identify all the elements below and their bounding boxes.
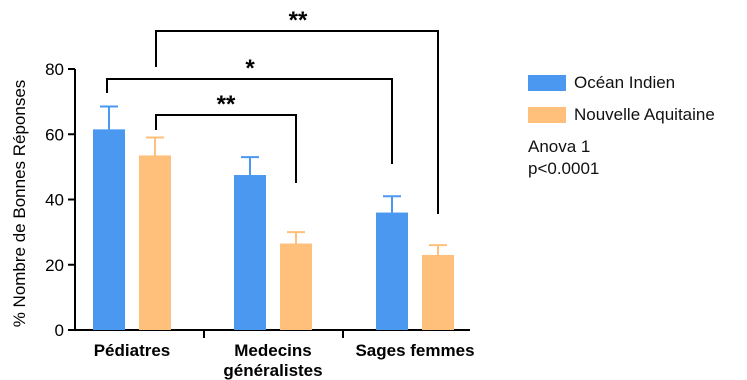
stats-annotation: Anova 1 p<0.0001 xyxy=(528,136,599,180)
significance-bracket-1 xyxy=(106,78,393,164)
category-label-1-1: généralistes xyxy=(223,361,322,380)
y-axis-label: % Nombre de Bonnes Réponses xyxy=(10,80,29,328)
significance-bracket-0 xyxy=(155,30,439,214)
legend-item-nouvelle-aquitaine: Nouvelle Aquitaine xyxy=(528,104,715,126)
legend-label-ocean-indien: Océan Indien xyxy=(574,73,676,92)
bar-s1-c2 xyxy=(422,254,454,330)
bar-s0-c1 xyxy=(234,175,266,330)
bar-s0-c2 xyxy=(376,212,408,330)
legend-swatch-ocean-indien xyxy=(528,75,566,91)
bar-s1-c1 xyxy=(280,243,312,330)
legend: Océan Indien Nouvelle Aquitaine xyxy=(528,72,715,136)
y-tick-label-40: 40 xyxy=(45,191,64,210)
significance-bracket-2 xyxy=(155,114,297,183)
legend-label-nouvelle-aquitaine: Nouvelle Aquitaine xyxy=(574,105,715,124)
significance-label-0: ** xyxy=(289,7,308,34)
bar-s0-c0 xyxy=(93,129,125,330)
significance-label-2: ** xyxy=(217,91,236,118)
significance-label-1: * xyxy=(245,55,255,82)
stats-p-value: p<0.0001 xyxy=(528,159,600,178)
y-tick-label-20: 20 xyxy=(45,256,64,275)
category-label-0-0: Pédiatres xyxy=(94,341,171,360)
stats-test-name: Anova 1 xyxy=(528,137,591,156)
legend-swatch-nouvelle-aquitaine xyxy=(528,107,566,123)
bar-s1-c0 xyxy=(139,155,171,330)
category-label-2-0: Sages femmes xyxy=(355,341,474,360)
category-label-1-0: Medecins xyxy=(234,341,311,360)
legend-item-ocean-indien: Océan Indien xyxy=(528,72,715,94)
y-tick-label-60: 60 xyxy=(45,125,64,144)
y-tick-label-80: 80 xyxy=(45,60,64,79)
y-tick-label-0: 0 xyxy=(55,321,64,340)
